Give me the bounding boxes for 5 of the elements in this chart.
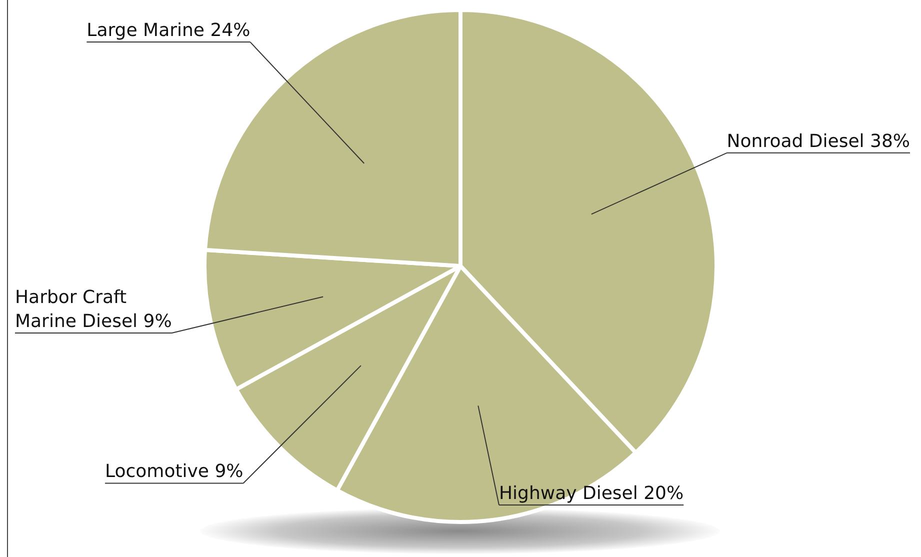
slice-label: Harbor Craft Marine Diesel 9% bbox=[15, 287, 172, 332]
slice-label: Large Marine 24% bbox=[86, 20, 250, 42]
slice-label: Nonroad Diesel 38% bbox=[726, 130, 910, 152]
slice-label: Locomotive 9% bbox=[105, 461, 244, 482]
slice-label: Highway Diesel 20% bbox=[499, 483, 684, 504]
